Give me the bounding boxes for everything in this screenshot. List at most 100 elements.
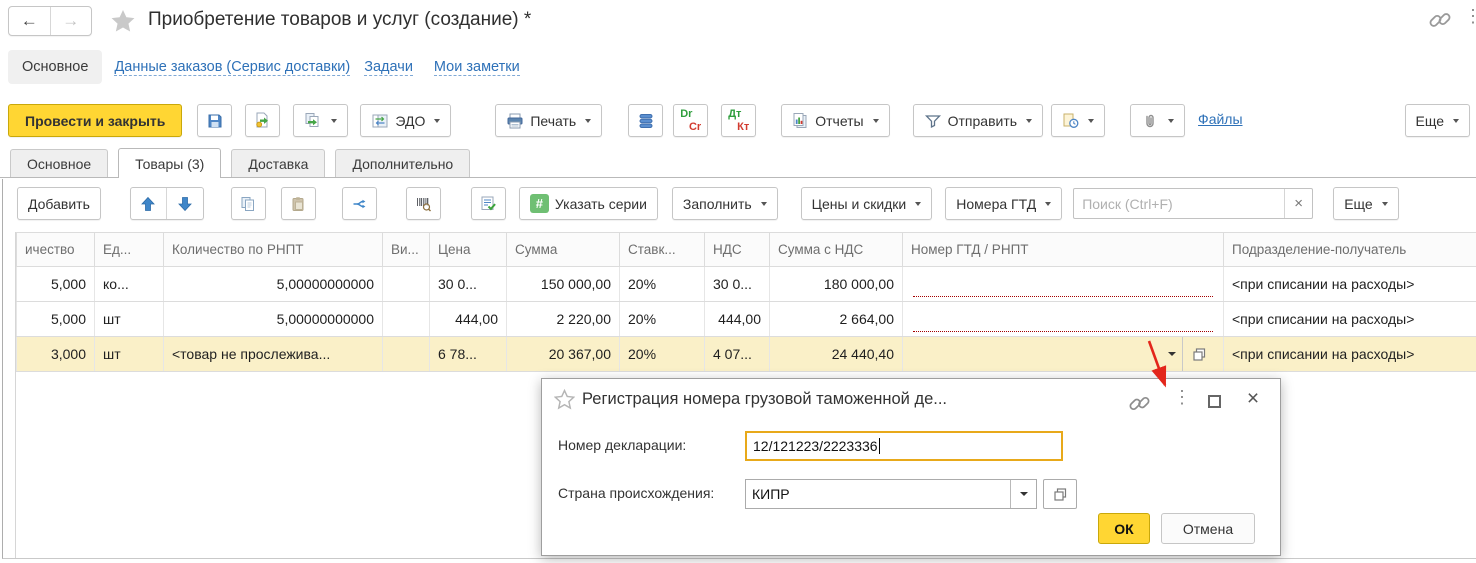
post-and-close-button[interactable]: Провести и закрыть: [8, 104, 183, 137]
save-button[interactable]: [197, 104, 233, 137]
check-fill-button[interactable]: [470, 187, 506, 220]
attachments-button[interactable]: [1130, 104, 1186, 137]
dr-cr-button[interactable]: Dr Cr: [673, 104, 709, 137]
tab-main[interactable]: Основное: [10, 149, 109, 177]
dropdown-caret-icon: [1019, 492, 1028, 496]
gtd-numbers-button[interactable]: Номера ГТД: [945, 187, 1063, 220]
arrow-up-icon: [140, 196, 156, 212]
table-row: 5,000 шт 5,00000000000 444,00 2 220,00 2…: [16, 301, 1476, 337]
back-button[interactable]: ←: [9, 7, 51, 35]
cell-department[interactable]: <при списании на расходы>: [1223, 336, 1476, 372]
nav-item-order-data[interactable]: Данные заказов (Сервис доставки): [114, 58, 351, 76]
search-input[interactable]: [1074, 195, 1285, 212]
forward-button[interactable]: →: [51, 7, 92, 35]
move-row-up-button[interactable]: [131, 188, 167, 219]
cell-vat-rate[interactable]: 20%: [619, 336, 705, 372]
cell-sum[interactable]: 20 367,00: [506, 336, 620, 372]
table-more-button[interactable]: Еще: [1333, 187, 1399, 220]
cell-dropdown-caret-icon[interactable]: [1168, 352, 1176, 356]
paste-row-button[interactable]: [280, 187, 316, 220]
create-based-on-button[interactable]: [293, 104, 349, 137]
favorite-star-icon[interactable]: [110, 8, 136, 34]
create-based-on-icon: [304, 112, 322, 129]
files-link[interactable]: Файлы: [1198, 111, 1243, 127]
barcode-scan-button[interactable]: [405, 187, 441, 220]
cell-vid[interactable]: [382, 266, 430, 302]
tab-delivery[interactable]: Доставка: [231, 149, 326, 177]
reminder-button[interactable]: [1051, 104, 1106, 137]
edo-icon: [371, 112, 389, 130]
register-records-button[interactable]: [628, 104, 664, 137]
cell-price[interactable]: 444,00: [429, 301, 507, 337]
fill-button[interactable]: Заполнить: [671, 187, 778, 220]
cell-price[interactable]: 6 78...: [429, 336, 507, 372]
cell-sum-with-vat[interactable]: 180 000,00: [769, 266, 903, 302]
dialog-maximize-icon[interactable]: [1208, 395, 1221, 408]
cell-quantity[interactable]: 5,000: [16, 301, 95, 337]
cell-unit[interactable]: ко...: [94, 266, 164, 302]
dialog-close-icon[interactable]: ×: [1246, 387, 1260, 410]
tab-additional[interactable]: Дополнительно: [335, 149, 471, 177]
dialog-more-menu-kebab-icon[interactable]: ⋮: [1173, 387, 1191, 407]
specify-series-button[interactable]: # Указать серии: [518, 187, 658, 220]
split-row-button[interactable]: [341, 187, 377, 220]
nav-item-main[interactable]: Основное: [8, 50, 103, 84]
cell-vat[interactable]: 4 07...: [704, 336, 770, 372]
cell-vid[interactable]: [382, 301, 430, 337]
cell-qty-rnpt[interactable]: <товар не прослежива...: [163, 336, 383, 372]
country-of-origin-combobox[interactable]: КИПР: [745, 479, 1037, 509]
nav-item-tasks[interactable]: Задачи: [364, 58, 413, 76]
post-document-button[interactable]: [245, 104, 281, 137]
cell-sum-with-vat[interactable]: 24 440,40: [769, 336, 903, 372]
dt-kt-button[interactable]: Дт Кт: [721, 104, 757, 137]
add-row-button[interactable]: Добавить: [17, 187, 101, 220]
edo-button[interactable]: ЭДО: [360, 104, 452, 137]
report-chart-icon: [792, 112, 809, 129]
cell-vat[interactable]: 444,00: [704, 301, 770, 337]
cell-gtd-number[interactable]: [902, 266, 1224, 302]
more-button[interactable]: Еще: [1404, 104, 1470, 137]
cell-sum-with-vat[interactable]: 2 664,00: [769, 301, 903, 337]
back-arrow-icon: ←: [20, 11, 38, 30]
cell-vat-rate[interactable]: 20%: [619, 301, 705, 337]
combobox-dropdown-button[interactable]: [1010, 480, 1036, 508]
dropdown-caret-icon: [1045, 201, 1052, 206]
print-button[interactable]: Печать: [495, 104, 603, 137]
cell-vid[interactable]: [382, 336, 430, 372]
cell-department[interactable]: <при списании на расходы>: [1223, 301, 1476, 337]
country-open-selection-button[interactable]: [1043, 479, 1077, 509]
forward-arrow-icon: →: [62, 11, 80, 30]
dialog-favorite-star-icon[interactable]: [554, 389, 575, 410]
cell-sum[interactable]: 2 220,00: [506, 301, 620, 337]
ok-button[interactable]: ОК: [1098, 513, 1150, 544]
cell-price[interactable]: 30 0...: [429, 266, 507, 302]
reports-button[interactable]: Отчеты: [781, 104, 890, 137]
cell-quantity[interactable]: 3,000: [16, 336, 95, 372]
copy-row-button[interactable]: [230, 187, 266, 220]
cell-qty-rnpt[interactable]: 5,00000000000: [163, 266, 383, 302]
cell-qty-rnpt[interactable]: 5,00000000000: [163, 301, 383, 337]
cell-quantity[interactable]: 5,000: [16, 266, 95, 302]
cancel-button[interactable]: Отмена: [1161, 513, 1255, 544]
nav-item-notes[interactable]: Мои заметки: [433, 58, 520, 76]
cell-vat[interactable]: 30 0...: [704, 266, 770, 302]
cell-sum[interactable]: 150 000,00: [506, 266, 620, 302]
declaration-number-input[interactable]: 12/121223/2223336: [745, 431, 1063, 461]
cell-unit[interactable]: шт: [94, 301, 164, 337]
col-gtd-number: Номер ГТД / РНПТ: [902, 232, 1224, 267]
move-row-down-button[interactable]: [167, 188, 203, 219]
search-clear-icon[interactable]: ×: [1284, 189, 1312, 218]
open-selection-button[interactable]: [1183, 347, 1215, 362]
dialog-link-icon[interactable]: [1128, 392, 1151, 415]
cell-vat-rate[interactable]: 20%: [619, 266, 705, 302]
text-cursor: [878, 438, 880, 454]
cell-gtd-number[interactable]: [902, 301, 1224, 337]
cell-unit[interactable]: шт: [94, 336, 164, 372]
link-icon[interactable]: [1428, 8, 1452, 32]
more-menu-kebab-icon[interactable]: ⋮: [1464, 6, 1476, 26]
cell-department[interactable]: <при списании на расходы>: [1223, 266, 1476, 302]
prices-discounts-button[interactable]: Цены и скидки: [800, 187, 933, 220]
dropdown-caret-icon: [1168, 118, 1175, 123]
send-button[interactable]: Отправить: [912, 104, 1044, 137]
tab-goods[interactable]: Товары (3): [118, 148, 222, 178]
